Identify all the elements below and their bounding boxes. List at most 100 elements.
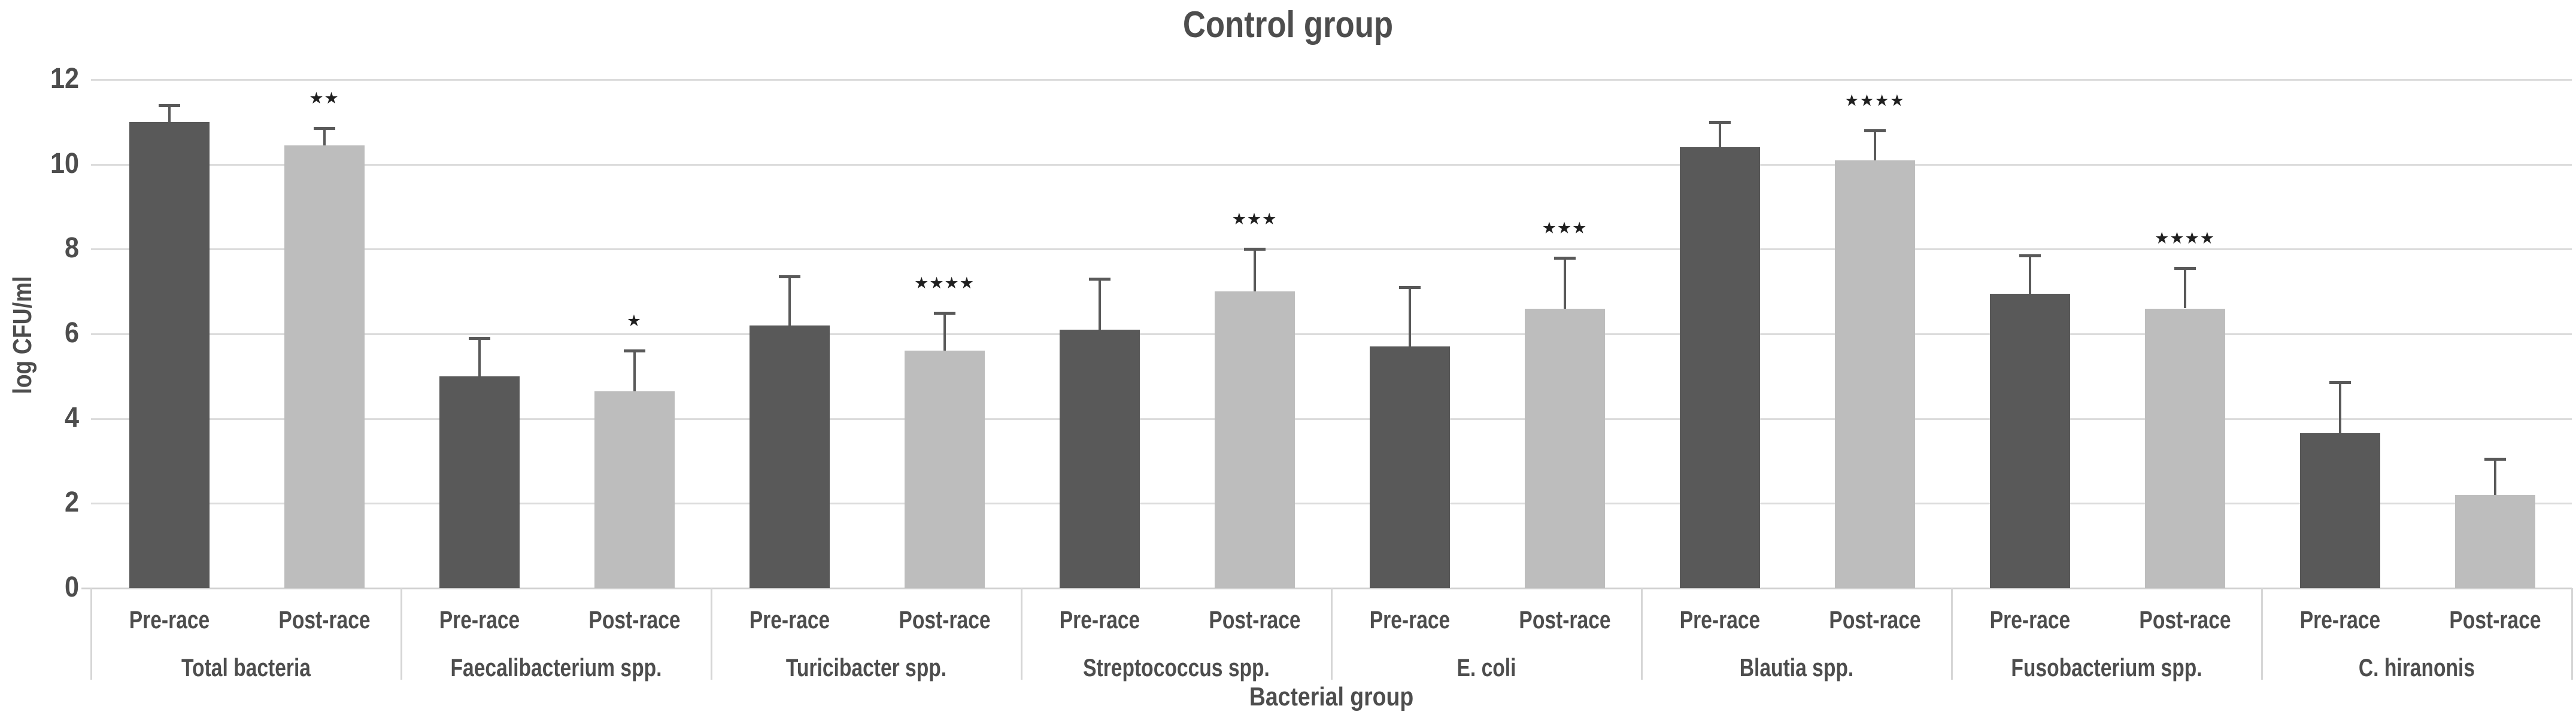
chart-title: Control group [1182,4,1394,45]
category-divider [400,588,402,680]
bar-post-race [284,145,365,588]
category-sublabel: Pre-race [2299,606,2380,634]
gridline [91,418,2572,420]
category-sublabel: Pre-race [439,606,520,634]
y-tick-label: 6 [64,317,79,349]
error-bar-line [1718,121,1721,148]
y-tick-label: 2 [64,486,79,519]
category-divider [711,588,712,680]
error-bar-cap [2019,254,2041,257]
bar-pre-race [1369,346,1450,588]
category-group-label: Blautia spp. [1739,653,1854,682]
category-sublabel: Post-race [1828,606,1921,634]
bar-pre-race [1989,293,2070,588]
error-bar-cap [1554,256,1576,260]
significance-stars: ★★★★ [914,273,975,292]
error-bar-line [2183,268,2186,309]
category-divider [2261,588,2263,680]
error-bar-cap [2329,381,2351,385]
error-bar-line [943,312,946,351]
bar-post-race [1214,291,1295,588]
bar-post-race [1834,160,1915,588]
error-bar-line [1873,130,1876,160]
significance-stars: ★★★ [1542,218,1588,237]
gridline [91,333,2572,335]
error-bar-cap [1243,248,1266,251]
error-bar-line [323,128,326,145]
category-sublabel: Post-race [588,606,681,634]
category-divider [1641,588,1643,680]
category-sublabel: Pre-race [749,606,830,634]
category-sublabel: Post-race [278,606,371,634]
category-group-label: Streptococcus spp. [1083,653,1270,682]
error-bar-cap [1709,120,1731,124]
gridline [91,248,2572,251]
category-sublabel: Pre-race [129,606,210,634]
category-divider [1951,588,1953,680]
gridline [91,163,2572,166]
y-tick-label: 4 [64,401,79,434]
y-tick-label: 8 [64,232,79,264]
error-bar-cap [313,127,335,130]
y-tick-label: 12 [50,63,79,95]
category-sublabel: Pre-race [1369,606,1450,634]
bar-pre-race [749,325,830,588]
category-group-label: E. coli [1457,653,1516,682]
category-sublabel: Post-race [2448,606,2541,634]
error-bar-cap [778,275,800,279]
category-sublabel: Pre-race [1679,606,1760,634]
bar-post-race [594,391,675,588]
bar-post-race [904,351,985,588]
bar-pre-race [439,376,520,588]
y-tick-label: 10 [50,147,79,180]
category-group-label: C. hiranonis [2358,653,2475,682]
bar-pre-race [1679,147,1760,588]
error-bar-line [478,338,481,376]
significance-stars: ★★★★ [2155,229,2215,248]
error-bar-line [1098,278,1101,330]
error-bar-cap [1088,277,1110,281]
bar-post-race [1524,308,1605,588]
significance-stars: ★★★ [1231,210,1278,229]
category-group-label: Turicibacter spp. [785,653,947,682]
category-sublabel: Pre-race [1989,606,2070,634]
gridline [91,79,2572,81]
error-bar-cap [158,104,180,107]
y-tick-label: 0 [64,571,79,603]
x-axis-line [81,588,2572,589]
error-bar-line [2493,458,2496,495]
error-bar-cap [468,337,490,340]
bar-post-race [2454,495,2535,588]
x-axis-title: Bacterial group [1249,682,1414,711]
category-sublabel: Post-race [1518,606,1611,634]
bar-post-race [2144,308,2225,588]
error-bar-cap [2174,267,2196,270]
error-bar-cap [1398,286,1421,290]
error-bar-line [1408,287,1411,347]
significance-stars: ★★ [309,89,339,108]
category-group-label: Fusobacterium spp. [2011,653,2202,682]
category-sublabel: Pre-race [1059,606,1140,634]
error-bar-cap [1864,129,1886,132]
category-group-label: Total bacteria [181,653,311,682]
error-bar-line [2338,382,2341,434]
error-bar-line [2028,255,2031,294]
category-divider [1331,588,1333,680]
error-bar-cap [933,311,955,315]
category-group-label: Faecalibacterium spp. [450,653,662,682]
category-divider [90,588,92,680]
error-bar-line [788,276,791,325]
error-bar-line [168,105,171,122]
category-sublabel: Post-race [2138,606,2231,634]
bar-pre-race [2299,433,2380,588]
error-bar-cap [2484,457,2506,461]
category-divider [1021,588,1022,680]
error-bar-line [1253,249,1256,292]
category-sublabel: Post-race [1208,606,1301,634]
category-divider [2571,588,2573,680]
significance-stars: ★ [626,312,642,330]
gridline [91,503,2572,505]
category-sublabel: Post-race [898,606,991,634]
error-bar-cap [623,349,645,353]
